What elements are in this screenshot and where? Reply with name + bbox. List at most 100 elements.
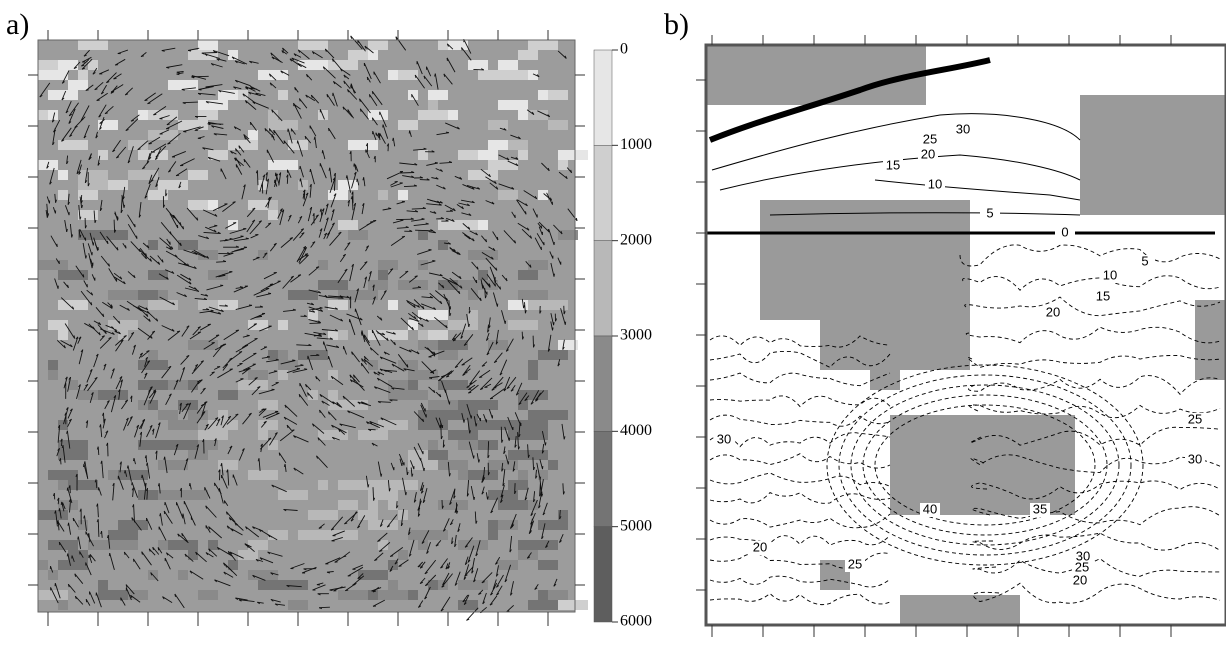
velocity-vector [424, 574, 437, 587]
velocity-vector [64, 220, 68, 232]
velocity-vector [495, 329, 499, 345]
vector-head [145, 356, 148, 360]
velocity-vector [479, 377, 493, 390]
velocity-vector [200, 293, 209, 297]
vector-head [133, 458, 135, 462]
velocity-vector [198, 86, 214, 90]
vector-head [271, 109, 274, 113]
vector-head [496, 593, 500, 596]
vector-head [464, 372, 468, 374]
vector-head [555, 318, 558, 322]
velocity-vector [258, 528, 273, 538]
depth-cell [118, 520, 148, 530]
vector-head [202, 411, 206, 414]
velocity-vector [302, 189, 306, 199]
depth-cell [58, 300, 88, 310]
vector-head [406, 364, 409, 368]
velocity-vector [445, 390, 450, 405]
vector-head [347, 242, 351, 245]
vector-head [469, 382, 473, 385]
velocity-vector [363, 358, 374, 367]
vector-head [83, 135, 87, 139]
vector-head [259, 557, 263, 561]
velocity-vector [176, 256, 190, 267]
velocity-vector [532, 208, 538, 218]
vector-head [449, 502, 452, 505]
depth-cell [508, 140, 528, 150]
vector-head [544, 442, 547, 446]
velocity-vector [192, 326, 201, 336]
depth-cell [418, 150, 428, 160]
vector-head [68, 418, 72, 422]
velocity-vector [97, 519, 100, 537]
vector-head [119, 276, 123, 280]
depth-cell [318, 430, 348, 440]
vector-head [213, 133, 217, 136]
vector-head [80, 118, 84, 122]
vector-head [245, 237, 249, 240]
vector-head [206, 236, 209, 240]
vector-head [163, 456, 166, 460]
vector-head [446, 375, 450, 378]
velocity-vector [299, 165, 304, 178]
velocity-vector [481, 235, 487, 243]
vector-head [366, 245, 369, 248]
velocity-vector [137, 140, 149, 151]
velocity-vector [160, 222, 172, 235]
vector-head [62, 81, 65, 84]
velocity-vector [449, 488, 456, 505]
vector-head [179, 222, 182, 226]
vector-head [361, 330, 363, 334]
velocity-vector [307, 355, 314, 371]
vector-head [274, 603, 278, 606]
velocity-vector [329, 586, 346, 591]
vector-head [475, 520, 478, 524]
depth-cell [188, 80, 198, 90]
vector-head [346, 295, 350, 299]
vector-head [234, 60, 238, 64]
depth-cell [348, 290, 378, 300]
vector-head [291, 57, 295, 61]
velocity-vector [462, 594, 469, 603]
velocity-vector [537, 110, 550, 118]
velocity-vector [361, 358, 367, 365]
velocity-vector [464, 234, 471, 240]
velocity-vector [159, 513, 163, 526]
vector-head [161, 50, 165, 52]
velocity-vector [260, 443, 263, 453]
vector-head [419, 566, 424, 569]
velocity-vector [115, 146, 127, 159]
depth-cell [128, 170, 158, 180]
vector-head [286, 424, 289, 429]
velocity-vector [291, 57, 305, 64]
velocity-vector [235, 344, 249, 353]
depth-cell [388, 330, 408, 340]
vector-head [152, 546, 154, 551]
velocity-vector [365, 149, 370, 159]
vector-head [284, 404, 287, 408]
velocity-vector [183, 458, 189, 471]
vector-head [305, 94, 308, 98]
velocity-vector [387, 268, 394, 275]
vector-head [495, 562, 499, 565]
vector-head [297, 49, 301, 53]
vector-head [196, 217, 199, 221]
velocity-vector [502, 469, 506, 486]
velocity-vector [353, 374, 360, 383]
vector-head [133, 344, 136, 348]
velocity-vector [299, 382, 307, 397]
velocity-vector [227, 445, 233, 455]
vector-head [492, 247, 496, 251]
vector-head [227, 415, 231, 419]
velocity-vector [99, 69, 110, 75]
vector-head [316, 353, 320, 356]
velocity-vector [414, 74, 425, 89]
vector-head [78, 336, 82, 340]
vector-head [99, 127, 102, 130]
velocity-vector [334, 556, 344, 563]
vector-head [286, 174, 289, 178]
depth-cell [178, 120, 208, 130]
vector-head [155, 157, 158, 160]
vector-head [175, 443, 179, 447]
depth-cell [518, 110, 528, 120]
